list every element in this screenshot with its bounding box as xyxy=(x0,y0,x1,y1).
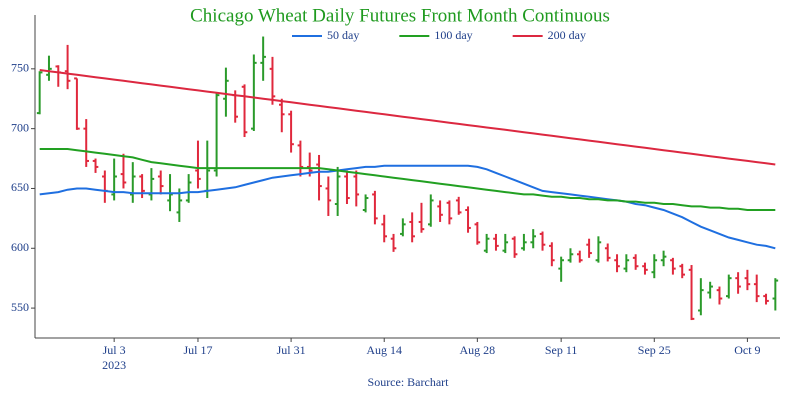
y-tick-label: 700 xyxy=(11,120,29,134)
ma-line xyxy=(39,69,776,166)
x-tick-label: Sep 11 xyxy=(544,343,578,357)
legend-label: 100 day xyxy=(434,28,472,42)
ma-line xyxy=(39,148,776,211)
y-tick-label: 600 xyxy=(11,240,29,254)
legend-label: 50 day xyxy=(327,28,359,42)
y-tick-label: 750 xyxy=(11,61,29,75)
y-tick-label: 650 xyxy=(11,180,29,194)
x-tick-label: Jul 17 xyxy=(183,343,213,357)
y-tick-label: 550 xyxy=(11,300,29,314)
x-tick-label: Aug 28 xyxy=(459,343,496,357)
x-tick-label: Sep 25 xyxy=(637,343,671,357)
x-tick-label: Oct 9 xyxy=(734,343,761,357)
ma-line xyxy=(39,164,776,250)
source-note: Source: Barchart xyxy=(368,375,450,389)
chart-title: Chicago Wheat Daily Futures Front Month … xyxy=(190,5,610,26)
x-tick-label: Aug 14 xyxy=(366,343,403,357)
legend-label: 200 day xyxy=(548,28,586,42)
x-tick-label: Jul 31 xyxy=(276,343,306,357)
x-tick-label: Jul 3 2023 xyxy=(102,343,127,372)
